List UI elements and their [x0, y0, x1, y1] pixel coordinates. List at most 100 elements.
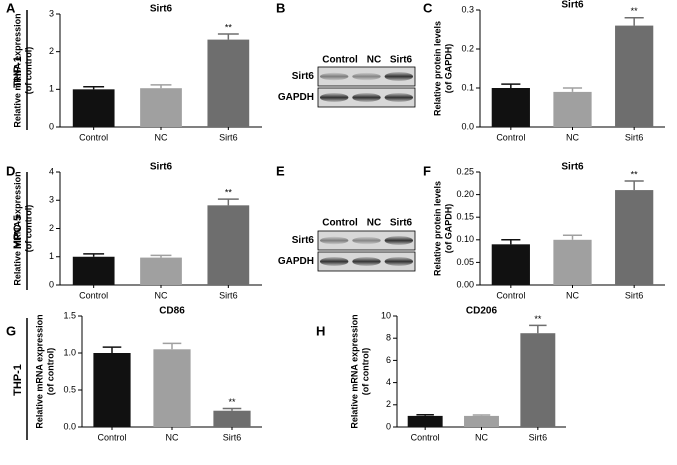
- row-label: Sirt6: [292, 71, 315, 82]
- blot-band: [319, 93, 349, 102]
- panel-letter: B: [276, 0, 285, 15]
- error-bar: [472, 414, 491, 416]
- error-bar: [562, 234, 583, 240]
- y-tick-label: 0.25: [456, 166, 474, 176]
- x-tick-label: Control: [79, 290, 108, 300]
- cell-line-label: MPC-5: [12, 215, 24, 249]
- row-label: GAPDH: [278, 256, 314, 267]
- cell-line-label: THP-1: [12, 56, 24, 88]
- x-tick-label: Control: [411, 432, 440, 442]
- chart-title: Sirt6: [150, 162, 173, 173]
- bar: [520, 333, 556, 427]
- bar: [140, 88, 182, 127]
- y-axis-label: (of GAPDH): [443, 44, 453, 94]
- blot-band: [352, 236, 381, 245]
- y-tick-label: 0.00: [456, 279, 474, 289]
- significance: **: [631, 6, 639, 16]
- y-axis-label: Relative mRNA expression: [349, 314, 359, 428]
- x-tick-label: NC: [155, 290, 168, 300]
- bar: [72, 89, 115, 127]
- x-tick-label: NC: [166, 432, 179, 442]
- cell-line-label: THP-1: [12, 364, 24, 396]
- y-tick-label: 0: [386, 421, 391, 431]
- y-tick-label: 8: [386, 333, 391, 343]
- chart-title: Sirt6: [561, 0, 584, 11]
- y-axis-label: (of GAPDH): [443, 204, 453, 254]
- error-bar: [222, 407, 242, 411]
- y-axis-label: Relative mRNA expression: [12, 171, 22, 285]
- y-axis-label: (of control): [23, 205, 33, 253]
- significance: **: [228, 397, 236, 407]
- lane-label: NC: [367, 55, 381, 66]
- bar: [464, 415, 499, 427]
- chart-title: Sirt6: [150, 4, 173, 15]
- chart-title: CD206: [466, 306, 498, 317]
- error-bar: [217, 33, 239, 40]
- bar: [153, 349, 191, 427]
- y-tick-label: 0.0: [63, 421, 76, 431]
- error-bar: [150, 84, 172, 89]
- bar: [615, 190, 654, 285]
- y-tick-label: 0.3: [461, 4, 474, 14]
- y-tick-label: 6: [386, 355, 391, 365]
- y-tick-label: 0.20: [456, 189, 474, 199]
- y-tick-label: 0.15: [456, 212, 474, 222]
- x-tick-label: Control: [496, 132, 525, 142]
- y-axis-label: Relative mRNA expression: [12, 13, 22, 127]
- y-tick-label: 1: [49, 251, 54, 261]
- blot-band: [319, 257, 349, 266]
- blot-band: [384, 72, 414, 81]
- bar: [407, 415, 443, 427]
- y-tick-label: 1: [49, 84, 54, 94]
- y-tick-label: 1.0: [63, 347, 76, 357]
- bar: [491, 88, 530, 127]
- y-tick-label: 0.2: [461, 43, 474, 53]
- bar: [207, 39, 250, 127]
- lane-label: NC: [367, 218, 381, 229]
- panel-letter: A: [6, 0, 16, 15]
- y-tick-label: 3: [49, 195, 54, 205]
- x-tick-label: Control: [97, 432, 126, 442]
- y-tick-label: 2: [49, 223, 54, 233]
- lane-label: Control: [322, 218, 358, 229]
- bar: [72, 256, 115, 285]
- blot-band: [384, 257, 414, 266]
- y-tick-label: 0: [49, 121, 54, 131]
- x-tick-label: Sirt6: [223, 432, 242, 442]
- panel-letter: C: [423, 0, 433, 15]
- bar: [553, 239, 592, 285]
- y-tick-label: 4: [386, 377, 391, 387]
- significance: **: [631, 169, 639, 179]
- blot-band: [319, 72, 349, 81]
- x-tick-label: Sirt6: [625, 290, 644, 300]
- y-axis-label: Relative protein levels: [432, 21, 442, 116]
- panel-letter: F: [423, 163, 431, 178]
- y-tick-label: 0.10: [456, 234, 474, 244]
- blot-band: [352, 257, 381, 266]
- error-bar: [529, 324, 547, 334]
- y-tick-label: 0.05: [456, 257, 474, 267]
- significance: **: [534, 314, 542, 324]
- bar: [615, 25, 654, 128]
- x-tick-label: Control: [79, 132, 108, 142]
- x-tick-label: Sirt6: [625, 132, 644, 142]
- row-label: Sirt6: [292, 235, 315, 246]
- error-bar: [83, 253, 105, 257]
- panel-letter: H: [316, 323, 325, 338]
- bar: [491, 244, 530, 285]
- error-bar: [217, 198, 239, 206]
- y-axis-label: (of control): [360, 348, 370, 396]
- error-bar: [562, 87, 583, 92]
- significance: **: [225, 22, 233, 32]
- error-bar: [150, 254, 172, 258]
- error-bar: [501, 239, 521, 245]
- significance: **: [225, 187, 233, 197]
- y-tick-label: 0.1: [461, 82, 474, 92]
- x-tick-label: NC: [475, 432, 488, 442]
- x-tick-label: NC: [155, 132, 168, 142]
- x-tick-label: Sirt6: [219, 290, 238, 300]
- error-bar: [162, 342, 182, 350]
- chart-title: CD86: [159, 306, 185, 317]
- y-tick-label: 1.5: [63, 310, 76, 320]
- lane-label: Sirt6: [390, 218, 413, 229]
